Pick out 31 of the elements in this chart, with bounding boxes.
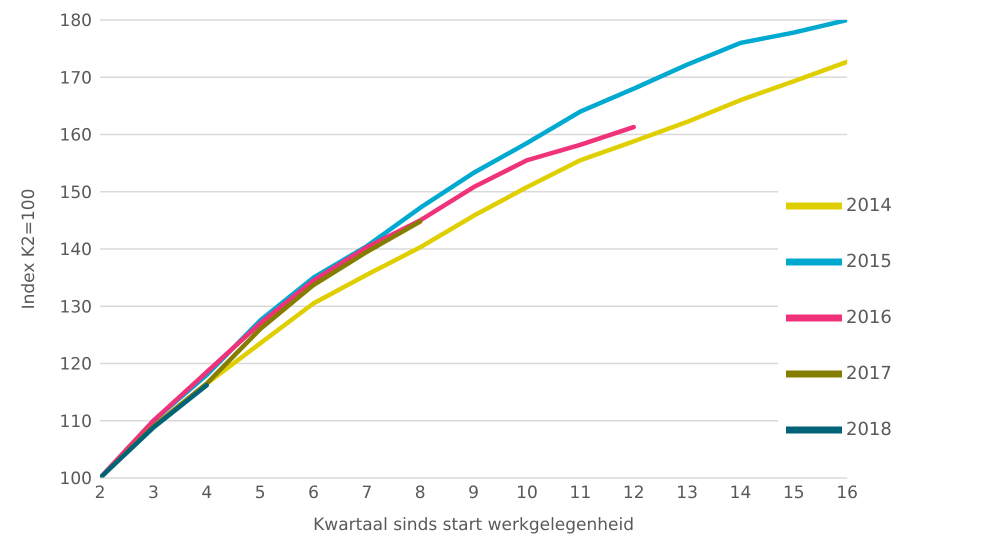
legend-label: 2017 <box>846 362 892 384</box>
y-tick-label: 100 <box>60 469 92 490</box>
x-tick-label: 16 <box>836 483 858 504</box>
y-tick-label: 110 <box>60 412 92 432</box>
x-tick-label: 8 <box>414 483 426 504</box>
x-tick-label: 5 <box>254 483 266 504</box>
legend-label: 2014 <box>846 194 892 216</box>
y-tick-label: 150 <box>60 182 92 203</box>
y-tick-label: 140 <box>60 240 92 260</box>
y-tick-label: 170 <box>60 68 92 88</box>
x-tick-label: 12 <box>622 483 645 504</box>
x-tick-label: 2 <box>94 483 106 504</box>
x-tick-label: 15 <box>782 483 805 504</box>
x-tick-label: 13 <box>676 483 698 504</box>
x-tick-label: 11 <box>570 483 592 504</box>
x-tick-label: 6 <box>308 483 319 504</box>
x-tick-label: 4 <box>201 483 212 504</box>
x-tick-label: 7 <box>361 483 372 504</box>
x-tick-label: 9 <box>468 483 480 504</box>
legend-label: 2016 <box>846 306 892 328</box>
y-tick-label: 180 <box>60 11 92 32</box>
x-tick-label: 3 <box>148 483 159 504</box>
legend-label: 2015 <box>846 250 892 272</box>
y-axis-title: Index K2=100 <box>19 188 40 310</box>
x-axis-title: Kwartaal sinds start werkgelegenheid <box>313 515 634 535</box>
y-tick-label: 160 <box>60 126 92 146</box>
y-tick-label: 130 <box>60 297 92 318</box>
x-tick-label: 14 <box>730 483 752 504</box>
legend-label: 2018 <box>846 418 892 440</box>
x-tick-label: 10 <box>516 483 538 504</box>
y-tick-label: 120 <box>60 354 92 375</box>
